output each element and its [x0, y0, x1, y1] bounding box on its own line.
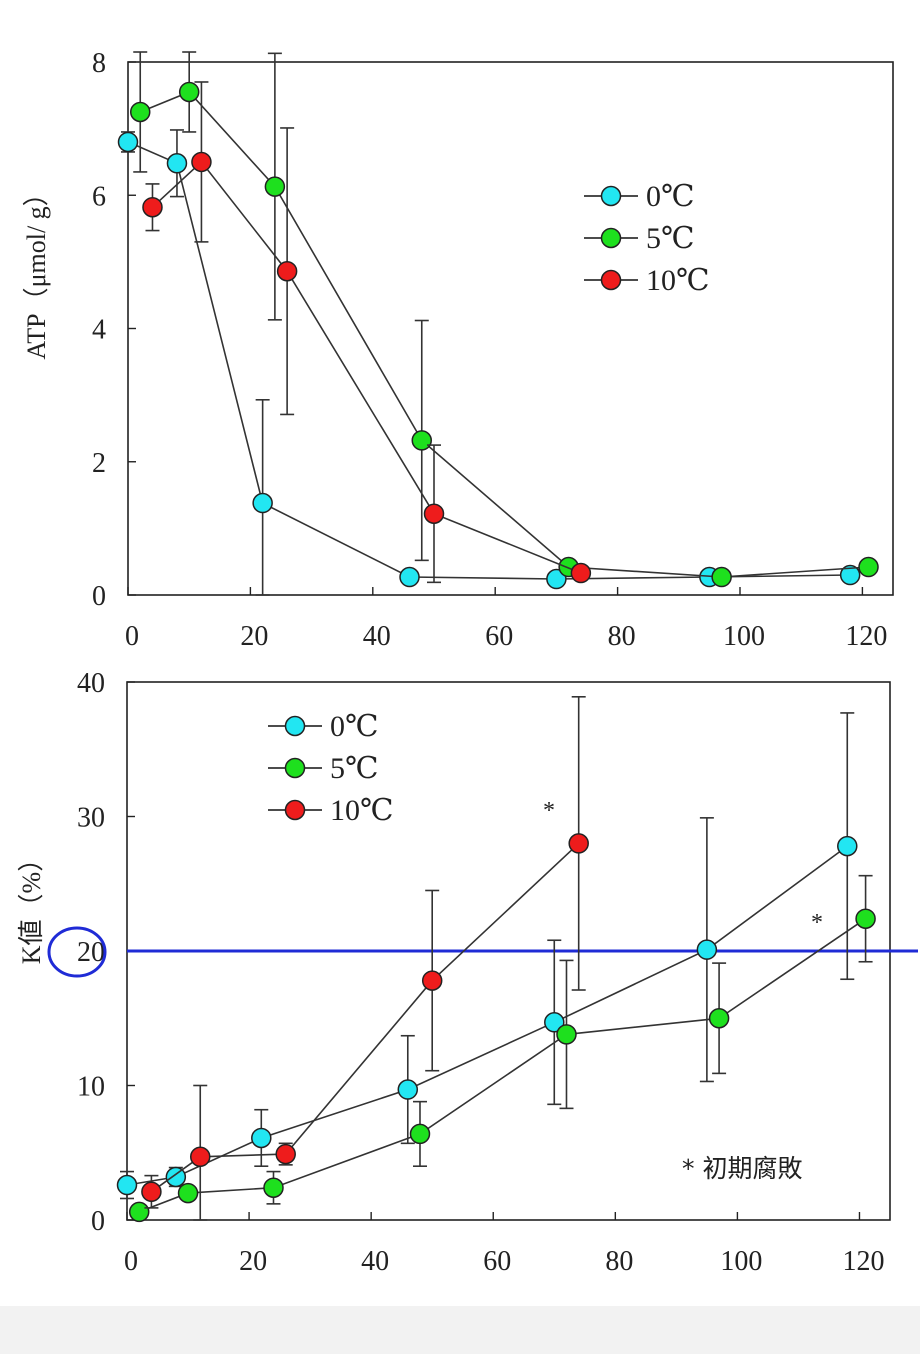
x-tick-label: 20	[239, 1246, 267, 1277]
x-tick-label: 100	[723, 621, 765, 652]
data-point	[191, 151, 212, 173]
data-point	[839, 564, 861, 586]
y-tick-label: 10	[77, 1072, 105, 1103]
data-point	[252, 492, 273, 514]
legend-label: 10℃	[646, 264, 710, 297]
data-point	[275, 1143, 296, 1165]
x-tick-label: 120	[842, 1246, 884, 1277]
data-point	[546, 568, 567, 590]
data-point	[166, 153, 188, 174]
legend-marker	[600, 227, 622, 249]
y-tick-label: 30	[77, 803, 105, 834]
asterisk-10c: *	[543, 798, 555, 824]
legend-label: 0℃	[646, 180, 695, 213]
y-tick-label: 6	[92, 181, 106, 212]
legend-marker	[600, 269, 622, 291]
data-point	[421, 970, 443, 991]
x-tick-label: 80	[608, 621, 636, 652]
x-tick-label: 40	[363, 621, 391, 652]
data-point	[189, 1146, 211, 1168]
data-point	[411, 430, 433, 451]
data-point	[141, 1181, 162, 1203]
data-point	[708, 1008, 730, 1029]
data-point	[423, 503, 445, 524]
legend-marker	[284, 799, 306, 821]
legend: 0℃ 5℃ 10℃	[584, 180, 710, 297]
data-point	[142, 196, 163, 218]
data-point	[570, 562, 592, 584]
legend-marker	[284, 715, 306, 737]
x-tick-label: 20	[240, 621, 268, 652]
data-point	[263, 1177, 284, 1198]
data-point	[165, 1166, 187, 1188]
x-tick-label: 100	[720, 1246, 762, 1277]
data-point	[116, 1174, 138, 1196]
legend-label: 10℃	[330, 794, 394, 827]
data-point	[711, 566, 732, 588]
series-10c-line	[150, 842, 580, 1193]
series-0c	[117, 129, 861, 596]
y-tick-label: 8	[92, 48, 106, 79]
data-point	[858, 556, 879, 578]
y-axis-label: K値（%）	[17, 846, 46, 964]
y-tick-label: 0	[92, 581, 106, 612]
legend-label: 0℃	[330, 710, 379, 743]
series-0c-line	[126, 845, 848, 1186]
legend-label: 5℃	[646, 222, 695, 255]
data-point	[128, 1201, 150, 1223]
data-point	[544, 1012, 565, 1033]
x-tick-label: 60	[483, 1246, 511, 1277]
series-10c	[142, 81, 592, 584]
series-10c-line	[151, 160, 582, 574]
legend: 0℃ 5℃ 10℃	[268, 710, 394, 827]
data-point	[397, 1079, 419, 1100]
y-axis-label: ATP（μmol/ g）	[22, 180, 51, 359]
circled-20-marker	[47, 926, 107, 978]
data-point	[117, 131, 139, 153]
footer-band	[0, 1306, 920, 1354]
y-tick-label: 2	[92, 448, 106, 479]
data-point	[409, 1123, 431, 1145]
data-point	[276, 260, 298, 282]
y-tick-label: 4	[92, 315, 106, 346]
x-tick-label: 0	[124, 1246, 138, 1277]
series-5c-line	[139, 91, 869, 578]
x-tick-label: 40	[361, 1246, 389, 1277]
data-point	[399, 566, 420, 588]
data-point	[696, 939, 718, 960]
plot-frame	[127, 61, 894, 596]
data-point	[855, 908, 876, 929]
data-point	[568, 833, 589, 854]
data-point	[251, 1127, 272, 1149]
legend-marker	[284, 757, 306, 779]
data-point	[264, 176, 286, 197]
asterisk-5c: *	[811, 910, 823, 936]
legend-label: 5℃	[330, 752, 379, 785]
series-5c	[128, 874, 876, 1223]
annotation-initial-spoilage: * 初期腐敗	[682, 1154, 802, 1183]
x-tick-label: 80	[605, 1246, 633, 1277]
data-point	[129, 101, 151, 123]
series-5c	[129, 51, 879, 588]
x-tick-label: 0	[125, 621, 139, 652]
data-point	[837, 835, 858, 857]
legend-marker	[600, 185, 622, 207]
series-0c	[116, 712, 858, 1200]
chart-atp: 0 20 40 60 80 100 120 0 2 4 6 8 ATP（μmol/ g） 0℃ 5℃ 10℃	[22, 48, 894, 652]
data-point	[178, 81, 200, 103]
data-point	[177, 1182, 199, 1204]
x-tick-label: 120	[845, 621, 887, 652]
x-tick-label: 60	[485, 621, 513, 652]
data-point	[556, 1024, 577, 1045]
y-tick-label: 0	[91, 1206, 105, 1237]
series-10c	[141, 695, 589, 1221]
y-tick-label: 40	[77, 668, 105, 699]
